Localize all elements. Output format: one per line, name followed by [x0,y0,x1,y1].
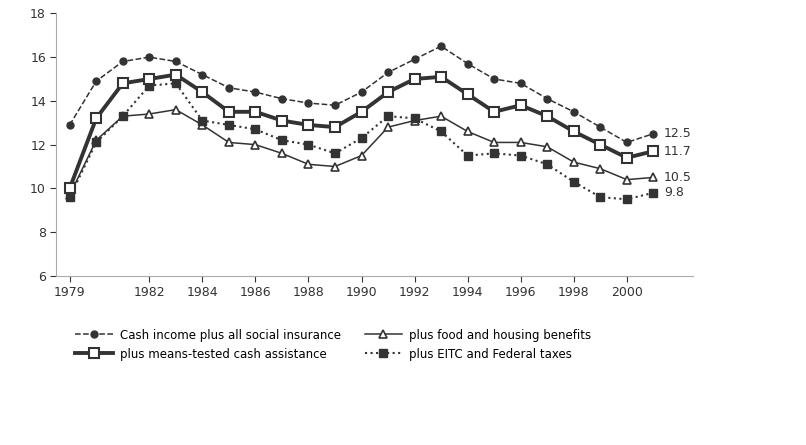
Text: 9.8: 9.8 [664,186,683,199]
Text: 10.5: 10.5 [664,171,692,184]
Text: 12.5: 12.5 [664,127,692,140]
Legend: Cash income plus all social insurance, plus means-tested cash assistance, plus f: Cash income plus all social insurance, p… [75,329,592,361]
Text: 11.7: 11.7 [664,145,692,158]
